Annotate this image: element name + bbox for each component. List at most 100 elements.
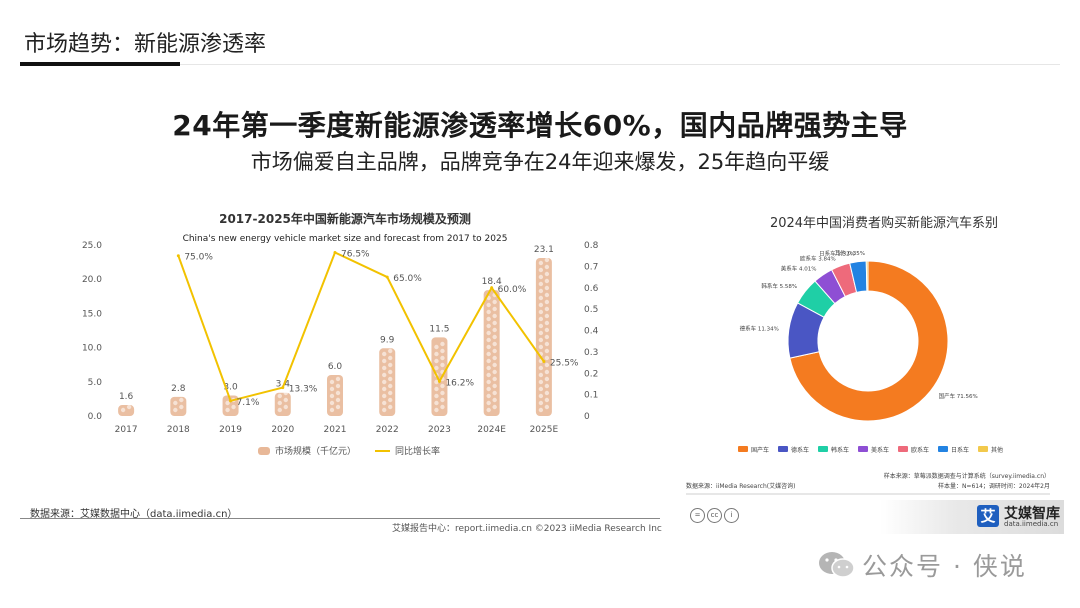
- y-left-tick: 20.0: [82, 275, 102, 285]
- y-right-tick: 0.6: [584, 284, 599, 294]
- donut-slice: [789, 260, 949, 422]
- growth-rate-label: 25.5%: [550, 358, 579, 368]
- growth-rate-label: 13.3%: [289, 385, 318, 395]
- growth-rate-point: [229, 399, 233, 403]
- svg-text:同比增长率: 同比增长率: [395, 445, 440, 457]
- svg-text:韩系车: 韩系车: [831, 446, 849, 454]
- growth-rate-point: [542, 359, 546, 363]
- y-left-tick: 25.0: [82, 241, 102, 251]
- x-tick-label: 2021: [324, 425, 347, 435]
- bar: [327, 374, 343, 416]
- y-right-tick: 0.5: [584, 305, 598, 315]
- legend-item-growth-rate: 同比增长率: [375, 445, 440, 457]
- y-right-tick: 0: [584, 412, 590, 422]
- bar-value-label: 6.0: [328, 362, 343, 372]
- bar-value-label: 2.8: [171, 384, 186, 394]
- pie-sample-source: 样本来源：草莓派数据调查与计算系统（survey.iimedia.cn）: [884, 472, 1050, 480]
- logo-banner: [880, 500, 1064, 534]
- donut-legend-item: 美系车: [858, 446, 889, 454]
- bar-value-label: 3.0: [223, 382, 238, 392]
- data-source: 数据来源：艾媒数据中心（data.iimedia.cn）: [30, 509, 238, 520]
- svg-text:日系车: 日系车: [951, 446, 969, 454]
- iimedia-logo-icon: 艾: [977, 505, 999, 527]
- donut-slice-label: 韩系车 5.58%: [761, 282, 797, 290]
- cc-icon: cc: [707, 508, 722, 523]
- growth-rate-label: 7.1%: [237, 398, 260, 408]
- donut-legend-item: 欧系车: [898, 446, 929, 454]
- growth-rate-point: [437, 379, 441, 383]
- growth-rate-label: 60.0%: [498, 285, 527, 295]
- svg-text:美系车: 美系车: [871, 446, 889, 454]
- x-tick-label: 2018: [167, 425, 190, 435]
- y-right-tick: 0.8: [584, 241, 599, 251]
- y-left-tick: 15.0: [82, 309, 102, 319]
- growth-rate-line: [177, 251, 545, 403]
- donut-slice-label: 国产车 71.56%: [939, 392, 978, 400]
- pie-data-source: 数据来源：iiMedia Research(艾媒咨询): [686, 482, 795, 490]
- pie-chart-title: 2024年中国消费者购买新能源汽车系别: [770, 215, 998, 231]
- donut-slice-label: 日系车 3.32%: [819, 250, 855, 258]
- bar: [483, 290, 500, 416]
- x-tick-label: 2017: [115, 425, 138, 435]
- x-tick-label: 2023: [428, 425, 451, 435]
- cc-equal-icon: =: [690, 508, 705, 523]
- bar-value-label: 9.9: [380, 335, 395, 345]
- growth-rate-label: 75.0%: [184, 253, 213, 263]
- bar: [274, 390, 291, 416]
- y-left-tick: 0.0: [88, 412, 103, 422]
- wechat-icon: [819, 552, 855, 578]
- donut-legend-item: 其他: [978, 446, 1003, 454]
- logo-url: data.iimedia.cn: [1004, 520, 1059, 528]
- growth-rate-point: [385, 275, 389, 279]
- source-divider: [20, 518, 660, 519]
- growth-rate-point: [281, 386, 285, 390]
- x-tick-label: 2019: [219, 425, 242, 435]
- donut-legend-item: 日系车: [938, 446, 969, 454]
- x-tick-label: 2024E: [477, 425, 506, 435]
- y-right-tick: 0.1: [584, 391, 598, 401]
- donut-slice-label: 美系车 4.01%: [781, 264, 817, 272]
- y-left-tick: 10.0: [82, 344, 102, 354]
- logo-name: 艾媒智库: [1004, 506, 1060, 522]
- y-left-tick: 5.0: [88, 378, 103, 388]
- creative-commons-icons: = cc i: [690, 508, 739, 523]
- x-tick-label: 2025E: [530, 425, 559, 435]
- svg-text:欧系车: 欧系车: [911, 446, 929, 454]
- donut-legend-item: 韩系车: [818, 446, 849, 454]
- growth-rate-point: [176, 254, 180, 258]
- growth-rate-point: [333, 250, 337, 254]
- donut-slice: [865, 260, 869, 292]
- x-tick-label: 2022: [376, 425, 399, 435]
- svg-text:市场规模（千亿元）: 市场规模（千亿元）: [275, 445, 356, 457]
- y-right-tick: 0.3: [584, 348, 598, 358]
- bar: [118, 404, 135, 416]
- svg-text:德系车: 德系车: [791, 446, 809, 454]
- bar-chart-title: 2017-2025年中国新能源汽车市场规模及预测: [219, 211, 471, 226]
- growth-rate-point: [490, 286, 494, 290]
- growth-rate-label: 16.2%: [445, 378, 474, 388]
- section-title: 市场趋势：新能源渗透率: [24, 32, 267, 57]
- legend-item-market-size: 市场规模（千亿元）: [258, 445, 356, 457]
- donut-slice-label: 其他 0.35%: [835, 249, 865, 257]
- bar-value-label: 18.4: [482, 277, 502, 287]
- donut-legend-item: 德系车: [778, 446, 809, 454]
- growth-rate-label: 76.5%: [341, 249, 370, 259]
- y-right-tick: 0.4: [584, 327, 599, 337]
- donut-legend-item: 国产车: [738, 446, 769, 454]
- svg-text:其他: 其他: [991, 446, 1003, 454]
- growth-rate-label: 65.0%: [393, 274, 422, 284]
- y-right-tick: 0.7: [584, 262, 598, 272]
- watermark-text: 公众号 · 侠说: [862, 552, 1027, 581]
- bar: [170, 396, 187, 416]
- report-footer: 艾媒报告中心：report.iimedia.cn ©2023 iiMedia R…: [392, 524, 662, 534]
- subheadline: 市场偏爱自主品牌，品牌竞争在24年迎来爆发，25年趋向平缓: [250, 150, 830, 174]
- x-tick-label: 2020: [271, 425, 294, 435]
- section-divider: [180, 64, 1060, 65]
- headline: 24年第一季度新能源渗透率增长60%，国内品牌强势主导: [172, 109, 908, 142]
- svg-text:国产车: 国产车: [751, 446, 769, 454]
- bar-value-label: 11.5: [429, 324, 449, 334]
- bar-value-label: 1.6: [119, 392, 134, 402]
- pie-sample-info: 样本量：N=614；调研时间：2024年2月: [938, 482, 1050, 490]
